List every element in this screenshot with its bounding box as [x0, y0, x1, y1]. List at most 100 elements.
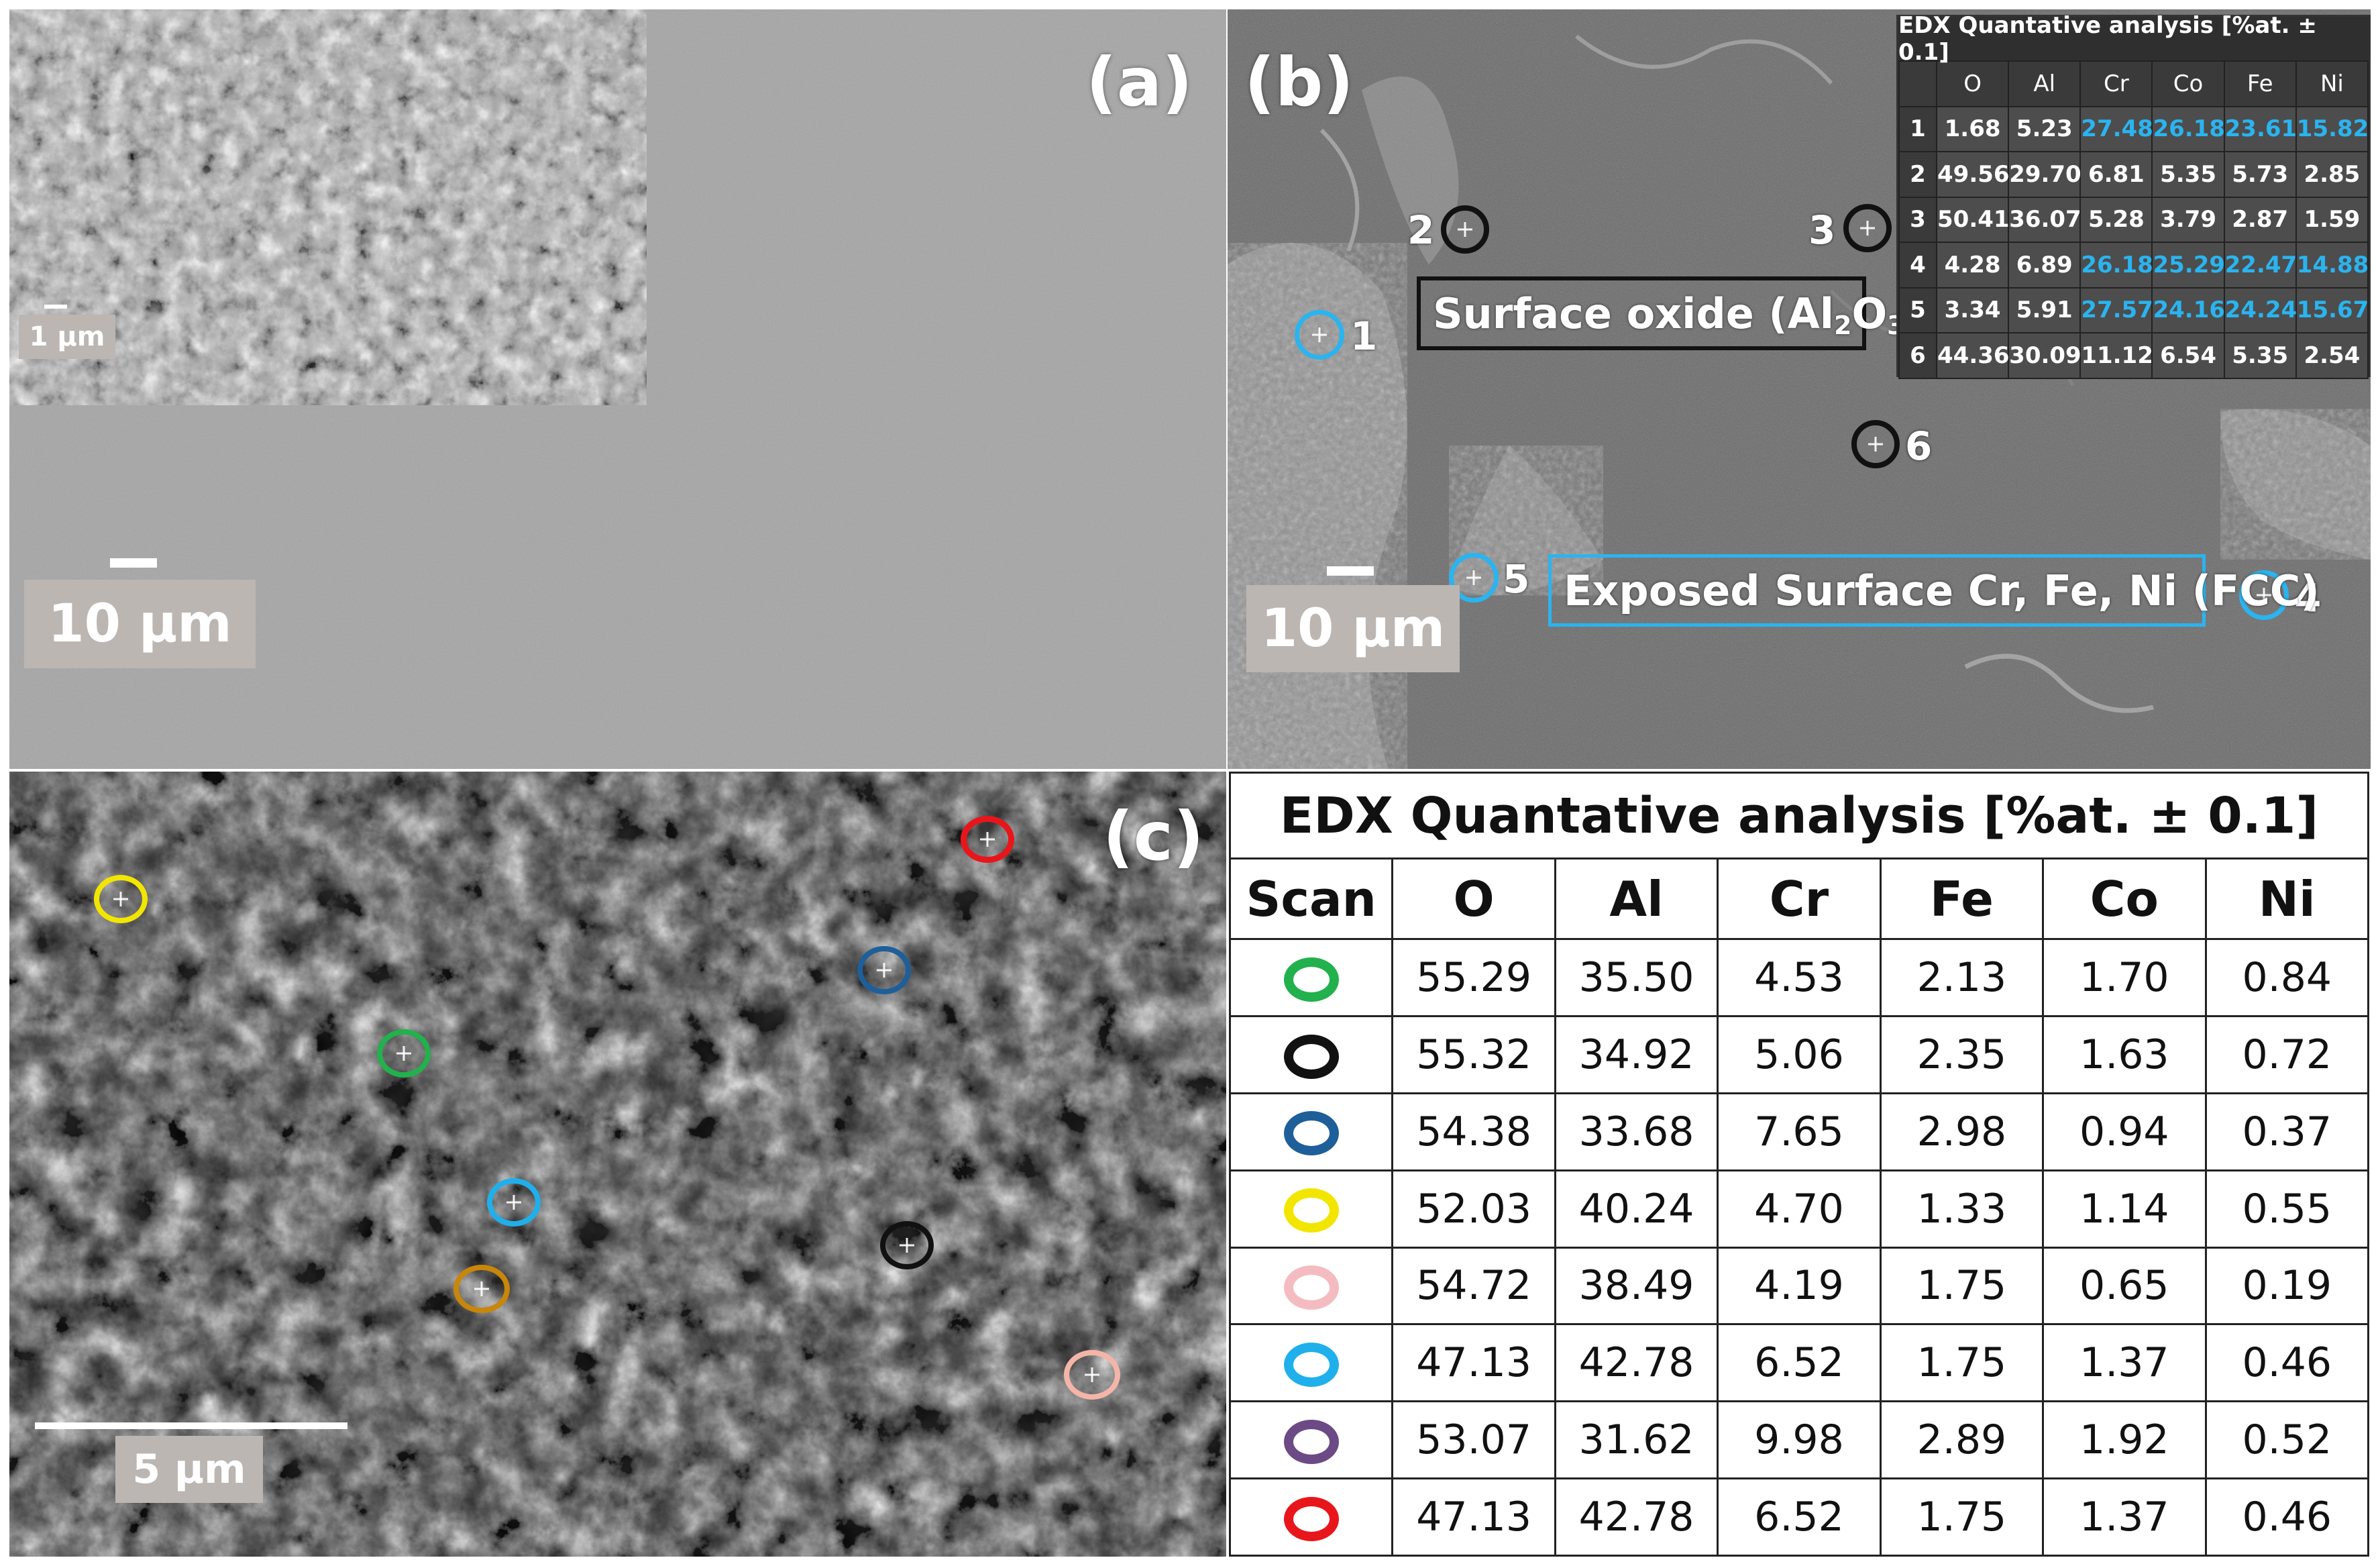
table-cell: 55.29: [1391, 938, 1556, 1017]
panel-a-scale-label: 10 µm: [24, 580, 256, 668]
col-header: Co: [2151, 60, 2225, 107]
marker-b-2-label: 2: [1407, 207, 1435, 253]
table-cell: 0.94: [2042, 1092, 2207, 1171]
marker-b-5-label: 5: [1503, 556, 1530, 602]
scan-color-ring-icon: [1283, 957, 1339, 1002]
table-cell: 1.37: [2042, 1323, 2207, 1403]
scan-marker-cell: [1228, 1477, 1394, 1557]
table-cell: 24.24: [2223, 286, 2297, 333]
marker-c-orange: [453, 1265, 510, 1313]
row-index: 5: [1898, 286, 1938, 333]
col-header: Al: [2008, 60, 2081, 107]
edx-table-b-row: 5 3.34 5.91 27.57 24.16 24.24 15.67: [1898, 286, 2369, 333]
edx-table-main-row: 55.32 34.92 5.06 2.35 1.63 0.72: [1228, 1014, 2370, 1094]
edx-table-b-row: 2 49.56 29.70 6.81 5.35 5.73 2.85: [1898, 151, 2369, 198]
marker-b-6-label: 6: [1905, 423, 1933, 469]
table-cell: 0.37: [2204, 1092, 2370, 1171]
panel-c-scale-label: 5 µm: [115, 1436, 263, 1503]
table-cell: 2.13: [1879, 938, 2045, 1017]
scan-marker-cell: [1228, 1092, 1394, 1171]
table-cell: 1.37: [2042, 1477, 2207, 1557]
panel-c-scale-bar: [35, 1422, 347, 1429]
edx-table-b-row: 4 4.28 6.89 26.18 25.29 22.47 14.88: [1898, 242, 2369, 289]
scan-marker-cell: [1228, 1323, 1394, 1403]
col-header: Ni: [2204, 857, 2370, 940]
table-cell: 6.52: [1717, 1477, 1882, 1557]
table-cell: 26.18: [2079, 242, 2153, 289]
table-cell: 1.75: [1879, 1323, 2045, 1403]
table-cell: 0.46: [2204, 1323, 2370, 1403]
table-cell: 3.79: [2151, 196, 2225, 243]
table-cell: 53.07: [1391, 1400, 1556, 1480]
table-cell: 5.06: [1717, 1014, 1882, 1094]
edx-table-b-grid: O Al Cr Co Fe Ni 1 1.68 5.23 27.48 26.18 23.6…: [1898, 60, 2369, 379]
marker-b-3-label: 3: [1808, 207, 1836, 253]
table-cell: 42.78: [1554, 1323, 1719, 1403]
row-index: 2: [1898, 151, 1938, 198]
col-header: Fe: [2223, 60, 2297, 107]
edx-table-main-grid: EDX Quantative analysis [%at. ± 0.1] Sca…: [1228, 772, 2370, 1557]
marker-b-4-label: 4: [2294, 575, 2322, 621]
marker-b-1-label: 1: [1350, 313, 1378, 359]
edx-table-main-row: 54.38 33.68 7.65 2.98 0.94 0.37: [1228, 1092, 2370, 1171]
scan-color-ring-icon: [1283, 1111, 1339, 1156]
table-cell: 4.28: [1936, 242, 2010, 289]
panel-b-scale-bar: [1327, 566, 1374, 576]
edx-table-main: EDX Quantative analysis [%at. ± 0.1] Sca…: [1228, 772, 2370, 1557]
marker-b-1: [1295, 310, 1344, 360]
table-cell: 5.73: [2223, 151, 2297, 198]
table-cell: 4.53: [1717, 938, 1882, 1017]
table-cell: 2.98: [1879, 1092, 2045, 1171]
row-index: 4: [1898, 242, 1938, 289]
table-cell: 1.14: [2042, 1169, 2207, 1249]
edx-table-main-row: 47.13 42.78 6.52 1.75 1.37 0.46: [1228, 1323, 2370, 1403]
table-cell: 2.54: [2295, 332, 2369, 379]
edx-table-main-header: Scan O Al Cr Fe Co Ni: [1228, 857, 2370, 940]
marker-c-pink: [1064, 1350, 1120, 1400]
table-cell: 3.34: [1936, 286, 2010, 333]
table-cell: 0.19: [2204, 1246, 2370, 1326]
table-cell: 15.82: [2295, 105, 2369, 152]
inset-scale-label: 1 µm: [19, 315, 115, 359]
table-cell: 15.67: [2295, 286, 2369, 333]
table-cell: 0.84: [2204, 938, 2370, 1017]
inset-scale-bar: [44, 305, 67, 309]
panel-a-scale-bar: [110, 558, 157, 568]
col-header: Al: [1554, 857, 1719, 940]
scan-marker-cell: [1228, 1169, 1394, 1249]
table-cell: 49.56: [1936, 151, 2010, 198]
table-cell: 1.33: [1879, 1169, 2045, 1249]
table-cell: 22.47: [2223, 242, 2297, 289]
marker-b-2: [1441, 205, 1489, 254]
edx-table-main-row: 47.13 42.78 6.52 1.75 1.37 0.46: [1228, 1477, 2370, 1557]
scan-color-ring-icon: [1283, 1419, 1339, 1464]
marker-b-6: [1851, 420, 1900, 468]
row-index: 1: [1898, 105, 1938, 152]
col-header: [1898, 60, 1938, 107]
table-cell: 1.59: [2295, 196, 2369, 243]
table-cell: 5.35: [2151, 151, 2225, 198]
edx-table-b-row: 6 44.36 30.09 11.12 6.54 5.35 2.54: [1898, 332, 2369, 379]
panel-c-letter: (c): [1103, 797, 1204, 876]
table-cell: 1.92: [2042, 1400, 2207, 1480]
table-cell: 5.91: [2008, 286, 2081, 333]
table-cell: 25.29: [2151, 242, 2225, 289]
table-cell: 36.07: [2008, 196, 2081, 243]
table-cell: 47.13: [1391, 1477, 1556, 1557]
panel-c-sem-image: (c) 5 µm: [9, 772, 1226, 1557]
table-cell: 33.68: [1554, 1092, 1719, 1171]
table-cell: 2.35: [1879, 1014, 2045, 1094]
scan-color-ring-icon: [1283, 1034, 1339, 1079]
scan-color-ring-icon: [1283, 1265, 1339, 1310]
table-cell: 0.72: [2204, 1014, 2370, 1094]
table-cell: 52.03: [1391, 1169, 1556, 1249]
table-cell: 47.13: [1391, 1323, 1556, 1403]
marker-c-yellow: [94, 875, 148, 923]
table-cell: 26.18: [2151, 105, 2225, 152]
table-cell: 24.16: [2151, 286, 2225, 333]
table-cell: 1.75: [1879, 1477, 2045, 1557]
surface-oxide-annotation: Surface oxide (Al2O3): [1417, 276, 1924, 350]
col-header-scan: Scan: [1228, 857, 1394, 940]
table-cell: 29.70: [2008, 151, 2081, 198]
table-cell: 0.52: [2204, 1400, 2370, 1480]
